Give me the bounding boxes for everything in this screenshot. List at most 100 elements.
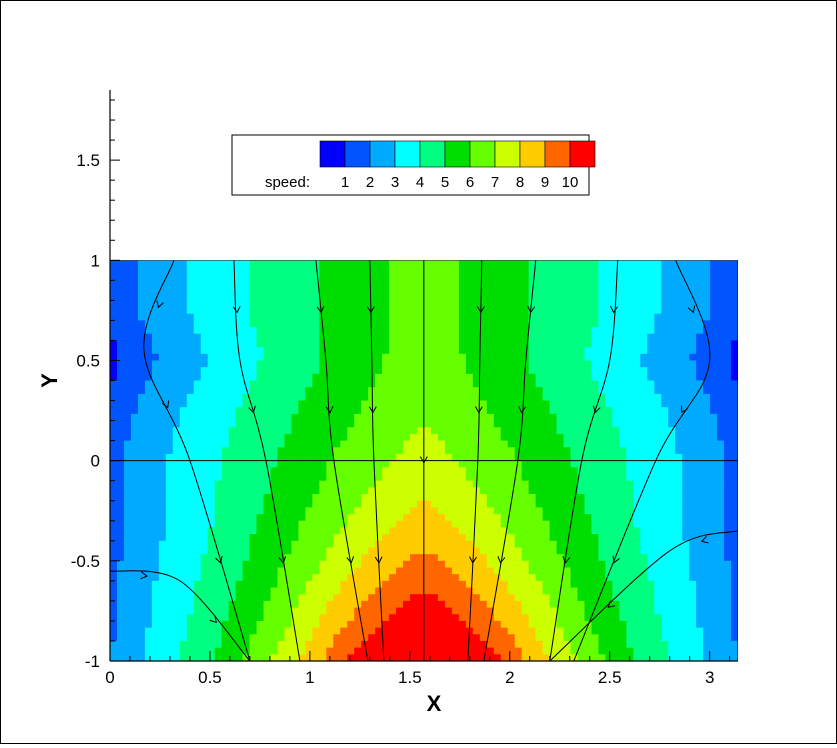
speed-cell bbox=[710, 594, 718, 602]
speed-cell bbox=[556, 400, 565, 408]
speed-cell bbox=[549, 407, 558, 415]
speed-cell bbox=[235, 474, 244, 482]
speed-cell bbox=[424, 453, 432, 462]
speed-cell bbox=[158, 340, 167, 348]
speed-cell bbox=[612, 333, 620, 342]
speed-cell bbox=[270, 467, 279, 475]
speed-cell bbox=[298, 507, 306, 515]
speed-cell bbox=[333, 440, 341, 448]
speed-cell bbox=[675, 507, 683, 515]
speed-cell bbox=[249, 527, 258, 535]
speed-cell bbox=[354, 514, 362, 522]
speed-cell bbox=[382, 474, 390, 482]
speed-cell bbox=[340, 547, 348, 555]
speed-cell bbox=[389, 520, 397, 529]
speed-cell bbox=[668, 607, 676, 615]
speed-cell bbox=[682, 500, 690, 508]
speed-cell bbox=[507, 540, 516, 549]
speed-cell bbox=[228, 460, 237, 468]
speed-cell bbox=[319, 360, 327, 368]
speed-cell bbox=[668, 507, 676, 515]
speed-cell bbox=[256, 627, 265, 635]
speed-cell bbox=[123, 494, 132, 502]
speed-cell bbox=[326, 480, 334, 488]
speed-cell bbox=[200, 534, 209, 542]
speed-cell bbox=[123, 440, 132, 448]
speed-cell bbox=[151, 554, 160, 562]
speed-cell bbox=[291, 260, 299, 268]
speed-cell bbox=[451, 293, 460, 301]
speed-cell bbox=[249, 387, 258, 395]
speed-cell bbox=[549, 500, 558, 508]
speed-cell bbox=[556, 260, 565, 268]
speed-cell bbox=[396, 407, 404, 415]
speed-cell bbox=[375, 447, 383, 455]
speed-cell bbox=[110, 587, 118, 595]
speed-cell bbox=[479, 333, 488, 342]
speed-cell bbox=[472, 494, 481, 502]
speed-cell bbox=[116, 420, 125, 428]
speed-cell bbox=[172, 387, 181, 395]
speed-cell bbox=[137, 420, 146, 428]
speed-cell bbox=[123, 627, 132, 635]
speed-cell bbox=[207, 453, 216, 462]
speed-cell bbox=[570, 574, 579, 582]
speed-cell bbox=[437, 447, 446, 455]
speed-cell bbox=[417, 420, 425, 428]
speed-cell bbox=[507, 273, 516, 281]
speed-cell bbox=[633, 273, 641, 281]
speed-cell bbox=[354, 413, 362, 422]
speed-cell bbox=[277, 460, 286, 468]
speed-cell bbox=[305, 407, 313, 415]
speed-cell bbox=[347, 387, 355, 395]
speed-cell bbox=[542, 560, 551, 569]
speed-cell bbox=[270, 480, 279, 488]
speed-cell bbox=[647, 313, 655, 322]
speed-cell bbox=[298, 534, 306, 542]
speed-cell bbox=[703, 507, 711, 515]
speed-cell bbox=[158, 320, 167, 328]
speed-cell bbox=[256, 540, 265, 549]
speed-cell bbox=[151, 266, 160, 275]
speed-cell bbox=[424, 353, 432, 362]
speed-cell bbox=[123, 427, 132, 435]
speed-cell bbox=[186, 447, 195, 455]
speed-cell bbox=[326, 313, 334, 322]
speed-cell bbox=[214, 607, 223, 615]
speed-cell bbox=[486, 280, 495, 288]
speed-cell bbox=[535, 494, 544, 502]
speed-cell bbox=[340, 594, 348, 602]
speed-cell bbox=[577, 453, 586, 462]
speed-cell bbox=[647, 480, 655, 488]
speed-cell bbox=[396, 500, 404, 508]
speed-cell bbox=[186, 554, 195, 562]
speed-cell bbox=[130, 433, 139, 442]
speed-cell bbox=[284, 527, 293, 535]
speed-cell bbox=[577, 527, 586, 535]
speed-cell bbox=[549, 607, 558, 615]
speed-cell bbox=[291, 614, 299, 622]
speed-cell bbox=[647, 327, 655, 335]
speed-cell bbox=[200, 367, 209, 375]
speed-cell bbox=[382, 627, 390, 635]
speed-cell bbox=[570, 474, 579, 482]
speed-cell bbox=[591, 367, 600, 375]
speed-cell bbox=[605, 260, 613, 268]
speed-cell bbox=[123, 407, 132, 415]
speed-cell bbox=[542, 427, 551, 435]
speed-cell bbox=[207, 620, 216, 629]
speed-cell bbox=[696, 574, 704, 582]
speed-cell bbox=[137, 580, 146, 589]
speed-cell bbox=[256, 460, 265, 468]
speed-cell bbox=[612, 614, 620, 622]
speed-cell bbox=[186, 420, 195, 428]
speed-cell bbox=[717, 433, 725, 442]
speed-cell bbox=[724, 307, 732, 315]
speed-cell bbox=[556, 620, 565, 629]
speed-cell bbox=[563, 474, 572, 482]
speed-cell bbox=[451, 474, 460, 482]
speed-cell bbox=[417, 300, 425, 308]
speed-cell bbox=[430, 407, 439, 415]
speed-cell bbox=[284, 353, 293, 362]
speed-cell bbox=[640, 380, 648, 388]
